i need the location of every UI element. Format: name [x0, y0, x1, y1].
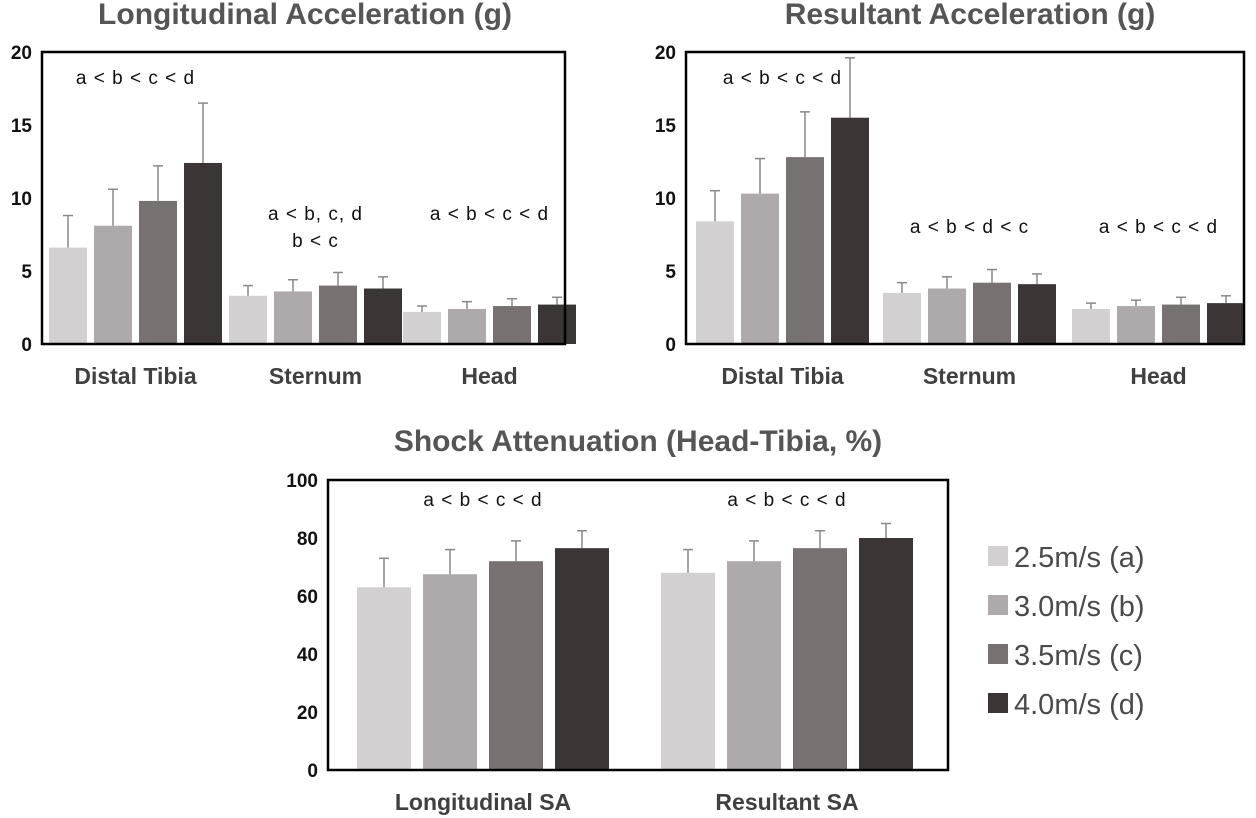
y-tick-label: 10 — [655, 189, 676, 210]
y-tick-label: 20 — [655, 43, 676, 64]
bar — [357, 587, 411, 770]
y-tick-label: 5 — [21, 262, 32, 283]
legend-label: 4.0m/s (d) — [1014, 689, 1145, 721]
bar — [786, 157, 824, 344]
x-category-label: Resultant SA — [715, 789, 858, 815]
bar — [696, 221, 734, 344]
bar — [727, 561, 781, 770]
bar — [928, 288, 966, 344]
legend-swatch — [988, 595, 1008, 615]
legend-swatch — [988, 644, 1008, 664]
y-tick-label: 60 — [297, 587, 318, 608]
significance-annotation: a < b < c < d — [723, 68, 842, 89]
legend-swatch — [988, 546, 1008, 566]
bar — [448, 308, 486, 344]
bar — [229, 295, 267, 344]
chart-panel-2: Resultant Acceleration (g) 0 5 10 15 20 Distal… — [655, 0, 1246, 389]
plot-frame — [326, 478, 950, 772]
legend-label: 3.0m/s (b) — [1014, 591, 1145, 623]
y-tick-label: 0 — [307, 761, 318, 782]
bar — [538, 304, 576, 344]
y-tick-label: 15 — [655, 116, 677, 137]
bar — [139, 200, 177, 344]
chart-panel-1: Longitudinal Acceleration (g) 0 5 10 15 20 Dis… — [11, 0, 576, 389]
significance-annotation: a < b < c < d — [727, 490, 846, 511]
bar — [1162, 304, 1200, 344]
x-category-label: Longitudinal SA — [395, 789, 571, 815]
significance-annotation: a < b < c < d — [423, 490, 542, 511]
significance-annotation: a < b, c, d — [268, 204, 363, 225]
legend: 2.5m/s (a) 3.0m/s (b) 3.5m/s (c) 4.0m/s (d) — [988, 542, 1145, 721]
x-category-label: Head — [461, 363, 517, 389]
bar — [319, 285, 357, 344]
bar — [1207, 303, 1245, 344]
x-category-label: Distal Tibia — [74, 363, 196, 389]
panels: Longitudinal Acceleration (g) 0 5 10 15 20 Dis… — [11, 0, 1246, 815]
bar — [423, 574, 477, 770]
significance-annotation: b < c — [292, 231, 339, 252]
y-tick-label: 100 — [286, 471, 318, 492]
legend-swatch — [988, 693, 1008, 713]
bar — [364, 288, 402, 344]
plot-frame — [40, 50, 567, 346]
bar — [94, 225, 132, 344]
y-tick-label: 0 — [665, 335, 676, 356]
chart-title: Shock Attenuation (Head-Tibia, %) — [394, 425, 882, 458]
y-tick-label: 80 — [297, 529, 318, 550]
bar — [49, 247, 87, 344]
bar — [859, 538, 913, 770]
legend-label: 2.5m/s (a) — [1014, 542, 1145, 574]
bar — [493, 306, 531, 344]
significance-annotation: a < b < d < c — [910, 217, 1029, 238]
y-tick-label: 5 — [665, 262, 676, 283]
chart-panel-3: Shock Attenuation (Head-Tibia, %) 0 20 40 60… — [286, 425, 950, 815]
y-tick-label: 10 — [11, 189, 32, 210]
bar — [1117, 306, 1155, 344]
x-category-label: Head — [1130, 363, 1186, 389]
chart-title: Longitudinal Acceleration (g) — [98, 0, 512, 31]
bar — [1072, 308, 1110, 344]
x-category-label: Sternum — [269, 363, 362, 389]
significance-annotation: a < b < c < d — [430, 204, 549, 225]
y-tick-label: 15 — [11, 116, 33, 137]
significance-annotation: a < b < c < d — [1099, 217, 1218, 238]
y-tick-label: 20 — [11, 43, 32, 64]
x-category-label: Distal Tibia — [721, 363, 843, 389]
plot-frame — [684, 50, 1246, 346]
y-tick-label: 0 — [21, 335, 32, 356]
bar — [274, 291, 312, 344]
y-tick-label: 40 — [297, 645, 318, 666]
bar — [555, 548, 609, 770]
bar — [793, 548, 847, 770]
bar — [403, 311, 441, 344]
bar — [831, 117, 869, 344]
bar — [489, 561, 543, 770]
x-category-label: Sternum — [923, 363, 1016, 389]
bar — [973, 282, 1011, 344]
bar — [184, 162, 222, 344]
bar — [661, 572, 715, 770]
bar — [883, 292, 921, 344]
chart-title: Resultant Acceleration (g) — [785, 0, 1156, 31]
significance-annotation: a < b < c < d — [76, 68, 195, 89]
bar — [741, 193, 779, 344]
y-tick-label: 20 — [297, 703, 318, 724]
bar — [1018, 284, 1056, 344]
legend-label: 3.5m/s (c) — [1014, 640, 1143, 672]
